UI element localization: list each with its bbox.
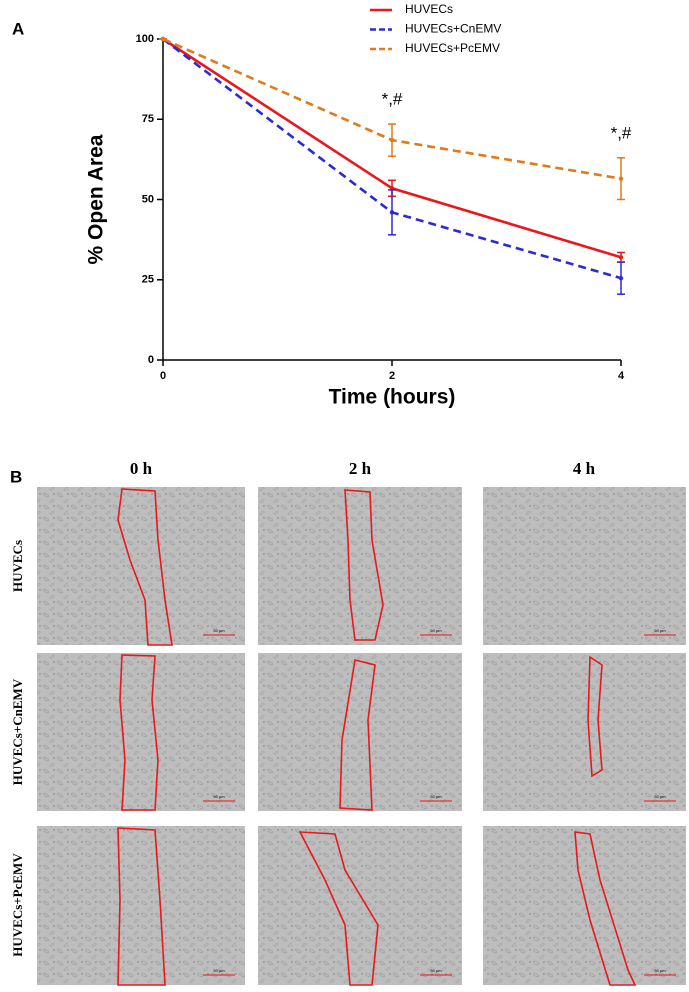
row-label: HUVECs+PcEMV	[10, 853, 25, 957]
y-tick-label: 100	[136, 33, 154, 45]
wound-outline	[344, 489, 384, 641]
scale-bar-label: 50 µm	[430, 628, 442, 633]
series-line	[162, 37, 622, 180]
scale-bar-label: 50 µm	[430, 794, 442, 799]
y-tick-label: 75	[142, 113, 154, 125]
legend-label: HUVECs+CnEMV	[405, 22, 501, 36]
micrograph	[37, 826, 245, 985]
row-label: HUVECs	[10, 540, 25, 592]
legend-label: HUVECs+PcEMV	[405, 41, 500, 55]
data-point	[618, 255, 624, 260]
row-label: HUVECs+CnEMV	[10, 678, 25, 785]
data-point	[618, 176, 624, 181]
scale-bar-label: 50 µm	[213, 794, 225, 799]
wound-outline	[117, 488, 173, 646]
x-tick-label: 0	[160, 370, 166, 382]
y-axis-label: % Open Area	[85, 134, 108, 264]
micrograph	[258, 653, 462, 811]
micrograph	[258, 826, 462, 985]
y-tick-label: 50	[142, 193, 154, 205]
data-point	[160, 36, 166, 42]
y-tick-label: 25	[142, 274, 154, 286]
panel-b: 0 h 2 h 4 h HUVECs HUVECs+CnEMV HUVECs+PcEMV 5…	[10, 459, 676, 976]
wound-outline	[298, 831, 379, 986]
wound-outline	[339, 659, 376, 811]
x-axis-label: Time (hours)	[329, 386, 456, 409]
column-header: 0 h	[130, 459, 153, 478]
wound-outline	[119, 654, 159, 811]
column-header: 2 h	[349, 459, 372, 478]
micrograph	[37, 653, 245, 811]
annotation: *,#	[611, 123, 632, 142]
panel-label: A	[12, 19, 24, 38]
annotation: *,#	[382, 90, 403, 109]
data-point	[389, 137, 395, 143]
scale-bar-label: 50 µm	[213, 968, 225, 973]
scale-bar-label: 50 µm	[654, 628, 666, 633]
micrograph	[37, 487, 245, 645]
scale-bar-label: 50 µm	[654, 968, 666, 973]
column-header: 4 h	[573, 459, 596, 478]
panel-label: B	[10, 467, 22, 486]
wound-outline	[587, 655, 603, 778]
legend-label: HUVECs	[405, 2, 453, 16]
x-tick-label: 2	[389, 370, 395, 382]
scale-bar-label: 50 µm	[213, 628, 225, 633]
scale-bar-label: 50 µm	[430, 968, 442, 973]
micrograph	[483, 487, 686, 645]
micrograph	[483, 653, 686, 811]
micrograph	[258, 487, 462, 645]
data-point	[618, 275, 624, 281]
series-line	[162, 37, 622, 280]
micrograph	[483, 826, 686, 985]
data-point	[389, 210, 395, 215]
x-tick-label: 4	[618, 370, 625, 382]
wound-outline	[117, 827, 166, 986]
scale-bar-label: 50 µm	[654, 794, 666, 799]
y-tick-label: 0	[148, 354, 154, 366]
wound-outline	[574, 831, 637, 986]
line-chart: 0 25 50 75 100 0 2 4 Time (hours) % Open Area HUVE…	[85, 2, 632, 408]
micrographs	[37, 487, 686, 986]
